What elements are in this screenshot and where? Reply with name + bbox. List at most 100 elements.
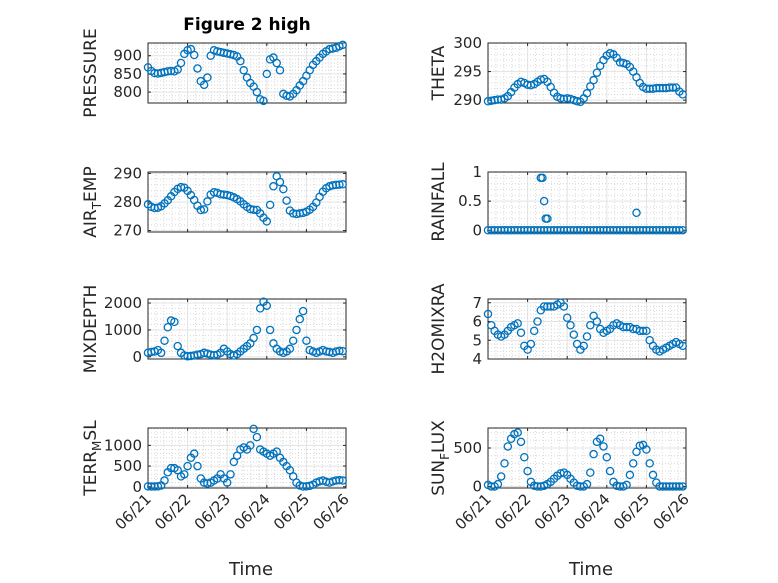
y-axis-label: MIXDEPTH (81, 285, 101, 374)
data-point (160, 476, 169, 485)
y-tick-label: 6 (472, 313, 482, 331)
data-point (335, 346, 344, 356)
data-point (645, 459, 654, 468)
y-tick-label: 900 (113, 47, 142, 65)
data-point (265, 200, 275, 210)
data-point (579, 341, 588, 351)
y-axis-label: H2OMIXRA (429, 283, 449, 374)
data-point (236, 56, 245, 66)
data-point (648, 470, 658, 480)
data-point (678, 482, 687, 491)
data-point (562, 313, 572, 322)
y-tick-label: 1000 (104, 436, 142, 454)
y-tick-label: 270 (113, 222, 142, 240)
y-tick-label: 290 (113, 164, 142, 182)
data-point (183, 461, 192, 471)
data-point (226, 470, 235, 479)
data-point (589, 449, 598, 459)
data-point (298, 306, 308, 316)
data-point (222, 478, 232, 487)
y-tick-label: 280 (113, 193, 142, 211)
data-point (516, 437, 526, 447)
y-tick-label: 0 (132, 478, 142, 496)
y-axis-label: RAINFALL (429, 162, 449, 242)
data-point (586, 320, 595, 330)
data-point (668, 83, 678, 92)
data-point (249, 205, 258, 214)
data-point (203, 73, 212, 82)
data-point (592, 68, 602, 77)
y-axis-label: SUNFLUX (429, 420, 452, 496)
y-tick-label: 850 (113, 65, 142, 83)
data-point (160, 336, 169, 345)
axes-box (147, 427, 347, 489)
data-point (335, 475, 344, 485)
data-point (180, 470, 189, 479)
data-point (599, 442, 608, 451)
data-point (269, 182, 278, 191)
data-point (500, 459, 509, 468)
data-point (279, 184, 288, 194)
data-point (275, 177, 285, 187)
y-tick-label: 290 (453, 91, 482, 109)
data-point (163, 323, 173, 332)
data-series (483, 428, 687, 491)
data-point (173, 341, 182, 351)
data-point (678, 341, 687, 351)
data-point (156, 348, 166, 358)
data-point (592, 317, 602, 326)
data-series (483, 49, 687, 107)
data-point (496, 472, 506, 481)
data-point (295, 314, 305, 324)
y-tick-label: 0 (472, 221, 482, 239)
y-axis-label: PRESSURE (81, 28, 101, 117)
y-tick-label: 295 (453, 63, 482, 81)
data-point (566, 320, 575, 330)
data-point (292, 325, 301, 335)
data-point (642, 445, 651, 454)
data-point (635, 441, 645, 450)
plot-area (488, 43, 686, 103)
data-point (602, 452, 612, 462)
data-point (262, 217, 272, 226)
data-point (302, 336, 311, 345)
data-point (483, 309, 493, 319)
data-point (559, 302, 569, 311)
data-point (539, 196, 549, 206)
data-point (625, 470, 635, 480)
data-point (272, 58, 281, 68)
data-point (193, 64, 202, 73)
data-point (262, 69, 272, 79)
data-point (176, 182, 186, 192)
data-series (483, 173, 687, 235)
data-point (586, 468, 595, 477)
y-tick-label: 2000 (104, 294, 142, 312)
subplot-air-temp: 270 280 290 AIRTEMP (81, 164, 347, 240)
y-tick-label: 500 (453, 439, 482, 457)
axes-box (147, 298, 347, 360)
y-tick-label: 0 (472, 477, 482, 495)
data-series (143, 40, 347, 106)
data-point (622, 480, 631, 490)
y-tick-label: 0 (132, 348, 142, 366)
data-point (170, 317, 179, 327)
data-point (675, 226, 684, 235)
data-point (628, 459, 638, 468)
data-series (483, 298, 687, 356)
data-point (493, 479, 503, 489)
y-tick-label: 1000 (104, 321, 142, 339)
plot-area (488, 172, 686, 232)
data-point (516, 328, 526, 337)
data-point (513, 428, 522, 437)
data-point (246, 441, 255, 450)
data-point (189, 50, 199, 60)
data-point (678, 226, 687, 235)
data-point (503, 442, 513, 451)
data-point (153, 482, 163, 491)
data-point (338, 346, 347, 356)
y-axis-label: TERRMSL (81, 420, 104, 497)
y-tick-label: 300 (453, 34, 482, 52)
data-point (338, 476, 347, 485)
